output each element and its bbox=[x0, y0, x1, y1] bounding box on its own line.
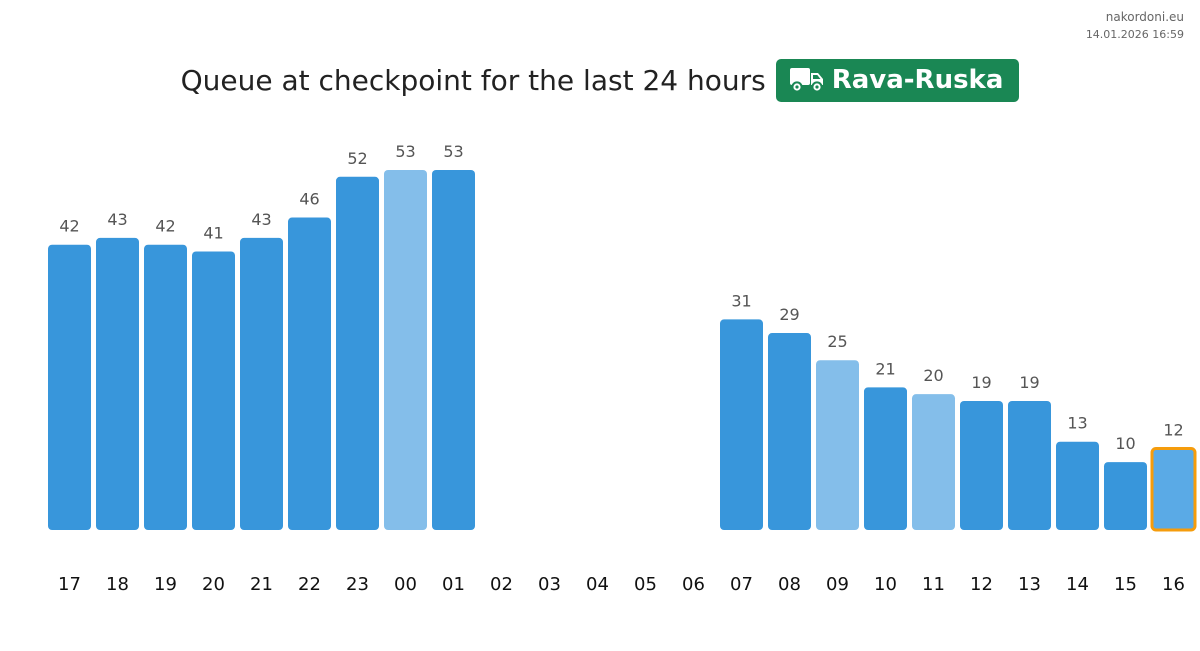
bar-value-label: 53 bbox=[395, 142, 415, 161]
bar-16 bbox=[1150, 446, 1197, 532]
brand-stamp: nakordoni.eu 14.01.2026 16:59 bbox=[1086, 9, 1184, 43]
chart-title-row: Queue at checkpoint for the last 24 hour… bbox=[0, 58, 1200, 102]
bar-value-label: 12 bbox=[1163, 420, 1183, 439]
bar-value-label: 19 bbox=[971, 373, 991, 392]
bar-value-label: 52 bbox=[347, 149, 367, 168]
bar-value-label: 42 bbox=[59, 217, 79, 236]
bar-value-label: 41 bbox=[203, 224, 223, 243]
bar-value-label: 29 bbox=[779, 305, 799, 324]
bar-value-label: 43 bbox=[107, 210, 127, 229]
bar-17 bbox=[48, 244, 91, 530]
x-tick-label: 19 bbox=[154, 574, 177, 595]
x-tick-label: 18 bbox=[106, 574, 129, 595]
x-tick-label: 13 bbox=[1018, 574, 1041, 595]
bar-10 bbox=[864, 387, 907, 530]
bar-value-label: 43 bbox=[251, 210, 271, 229]
bar-20 bbox=[192, 251, 235, 530]
bar-18 bbox=[96, 237, 139, 530]
x-tick-label: 07 bbox=[730, 574, 753, 595]
x-tick-label: 17 bbox=[58, 574, 81, 595]
timestamp: 14.01.2026 16:59 bbox=[1085, 28, 1184, 41]
x-tick-label: 04 bbox=[586, 574, 609, 595]
x-tick-label: 09 bbox=[826, 574, 849, 595]
checkpoint-badge: Rava-Ruska bbox=[775, 58, 1020, 102]
x-tick-label: 23 bbox=[346, 574, 369, 595]
x-tick-label: 01 bbox=[442, 574, 465, 595]
checkpoint-name: Rava-Ruska bbox=[831, 65, 1004, 95]
bar-01 bbox=[432, 170, 475, 530]
bar-value-label: 10 bbox=[1115, 434, 1135, 453]
bar-07 bbox=[720, 319, 763, 530]
x-tick-label: 16 bbox=[1162, 574, 1185, 595]
x-tick-label: 06 bbox=[682, 574, 705, 595]
bar-09 bbox=[816, 360, 859, 530]
x-tick-label: 05 bbox=[634, 574, 657, 595]
bar-value-label: 53 bbox=[443, 142, 463, 161]
x-tick-label: 03 bbox=[538, 574, 561, 595]
bar-value-label: 20 bbox=[923, 366, 943, 385]
x-tick-label: 00 bbox=[394, 574, 417, 595]
bar-value-label: 21 bbox=[875, 359, 895, 378]
bar-23 bbox=[336, 176, 379, 530]
chart-title: Queue at checkpoint for the last 24 hour… bbox=[180, 63, 766, 97]
bar-value-label: 42 bbox=[155, 217, 175, 236]
x-tick-label: 02 bbox=[490, 574, 513, 595]
site-name: nakordoni.eu bbox=[1105, 10, 1184, 24]
bar-value-label: 13 bbox=[1067, 414, 1087, 433]
bar-00 bbox=[384, 170, 427, 530]
x-tick-label: 10 bbox=[874, 574, 897, 595]
bar-08 bbox=[768, 333, 811, 530]
bar-14 bbox=[1056, 441, 1099, 530]
x-tick-label: 12 bbox=[970, 574, 993, 595]
x-tick-label: 21 bbox=[250, 574, 273, 595]
truck-icon bbox=[789, 68, 823, 93]
x-tick-label: 11 bbox=[922, 574, 945, 595]
x-tick-label: 22 bbox=[298, 574, 321, 595]
bar-21 bbox=[240, 237, 283, 530]
bar-value-label: 31 bbox=[731, 291, 751, 310]
x-tick-label: 20 bbox=[202, 574, 225, 595]
bar-22 bbox=[288, 217, 331, 530]
bar-19 bbox=[144, 244, 187, 530]
bar-11 bbox=[912, 394, 955, 530]
bar-value-label: 19 bbox=[1019, 373, 1039, 392]
bar-value-label: 46 bbox=[299, 190, 319, 209]
x-tick-label: 15 bbox=[1114, 574, 1137, 595]
bar-value-label: 25 bbox=[827, 332, 847, 351]
x-tick-label: 14 bbox=[1066, 574, 1089, 595]
bar-12 bbox=[960, 400, 1003, 530]
x-tick-label: 08 bbox=[778, 574, 801, 595]
bar-13 bbox=[1008, 400, 1051, 530]
bar-15 bbox=[1104, 462, 1147, 530]
